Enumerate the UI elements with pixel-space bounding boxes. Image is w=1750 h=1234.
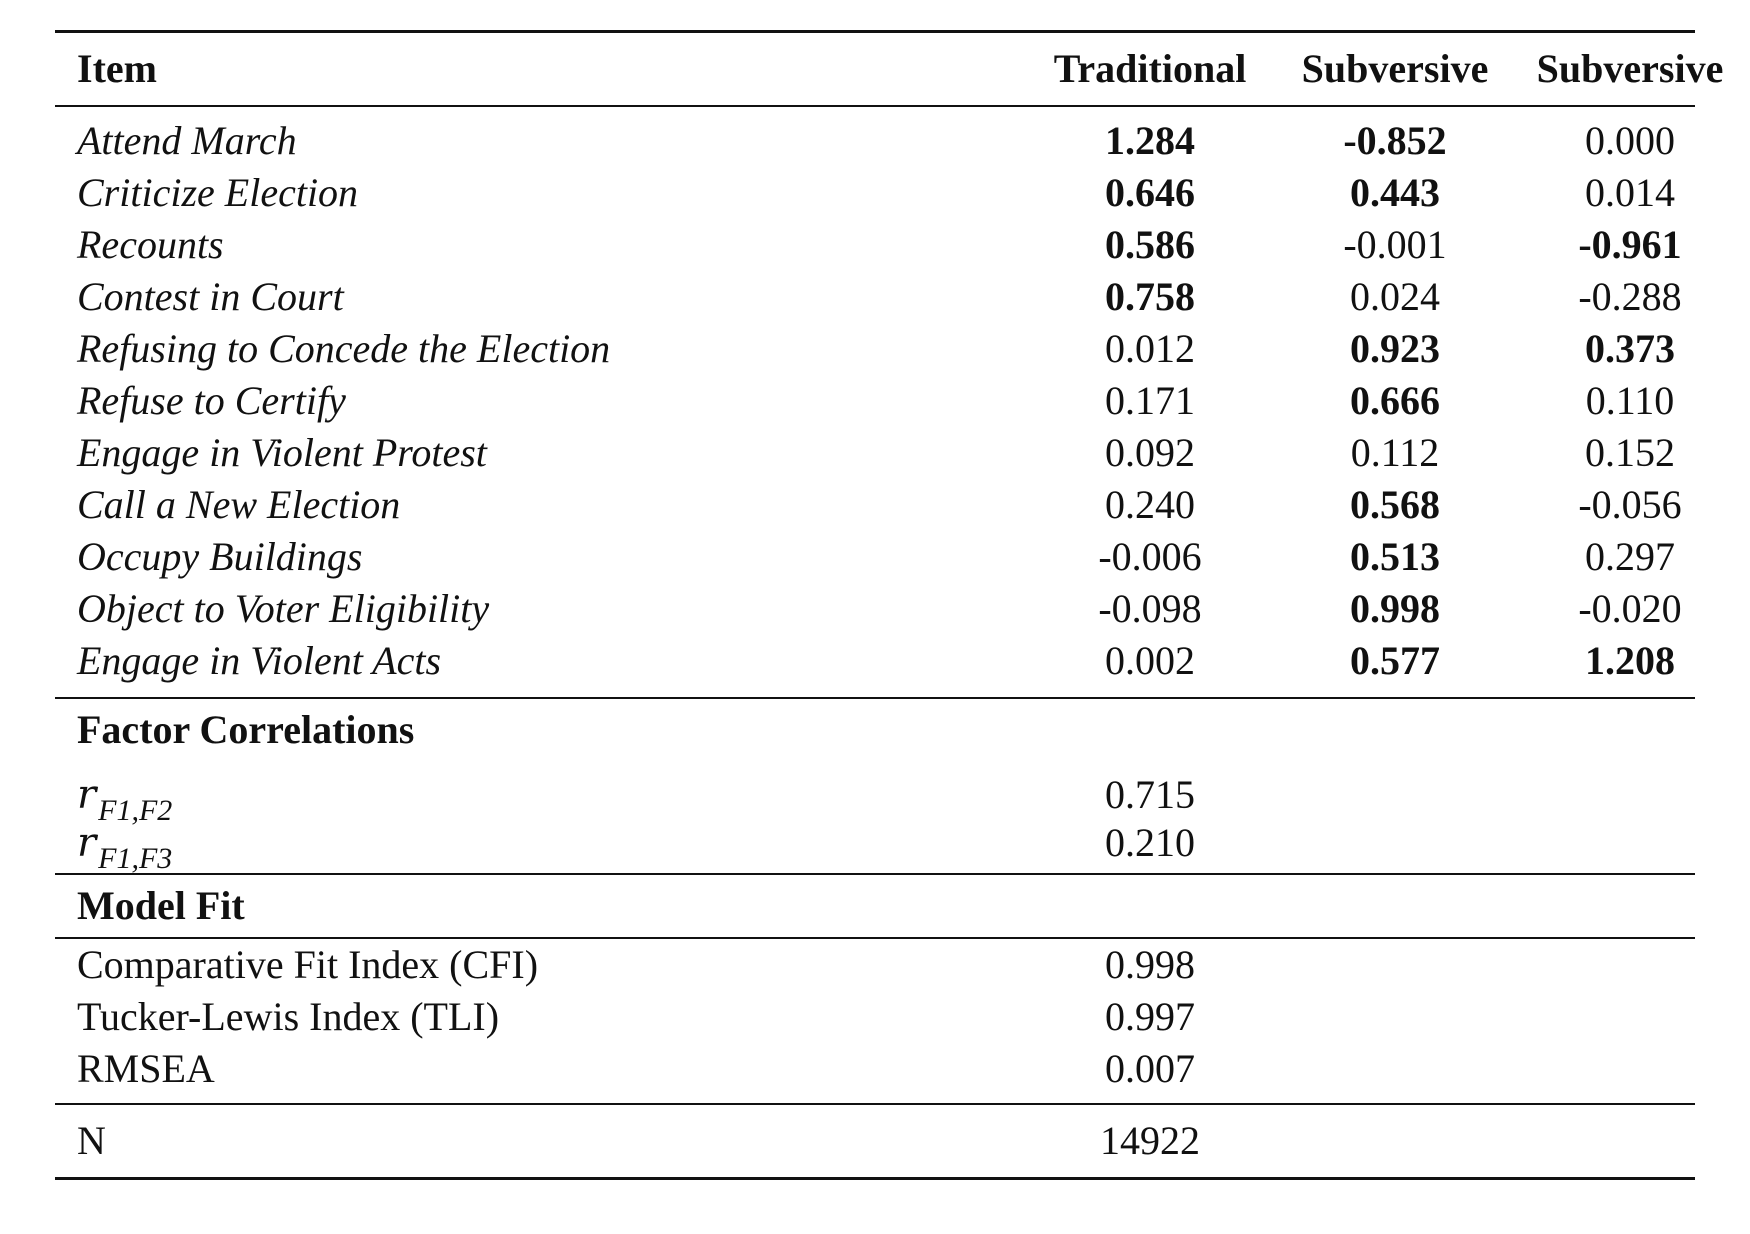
correlation-value: 0.210 bbox=[1105, 820, 1195, 865]
fit-row: Comparative Fit Index (CFI) 0.998 bbox=[55, 939, 1695, 991]
subversive-1-value: 0.513 bbox=[1350, 534, 1440, 579]
n-label: N bbox=[77, 1117, 106, 1163]
traditional-value: 0.646 bbox=[1105, 170, 1195, 215]
table-row: Object to Voter Eligibility -0.098 0.998 -0… bbox=[55, 583, 1695, 635]
subversive-1-value: 0.998 bbox=[1350, 586, 1440, 631]
traditional-value: 0.586 bbox=[1105, 222, 1195, 267]
subversive-1-value: 0.923 bbox=[1350, 326, 1440, 371]
items-rule bbox=[55, 697, 1695, 699]
n-value: 14922 bbox=[1100, 1117, 1200, 1163]
traditional-value: 0.092 bbox=[1105, 430, 1195, 475]
subversive-2-value: 0.110 bbox=[1585, 378, 1675, 423]
subversive-1-value: -0.852 bbox=[1343, 118, 1447, 163]
subversive-1-value: 0.568 bbox=[1350, 482, 1440, 527]
correlation-symbol: r bbox=[77, 772, 97, 818]
subversive-2-value: 0.297 bbox=[1585, 534, 1675, 579]
correlation-subscript: F1,F2 bbox=[98, 794, 173, 827]
item-label: Call a New Election bbox=[77, 482, 401, 527]
n-row: N 14922 bbox=[55, 1105, 1695, 1177]
top-rule bbox=[55, 30, 1695, 33]
header-row: Item Traditional Subversive Subversive bbox=[55, 33, 1723, 105]
bottom-rule bbox=[55, 1176, 1695, 1180]
subversive-2-value: -0.288 bbox=[1578, 274, 1682, 319]
fit-row: RMSEA 0.007 bbox=[55, 1043, 1695, 1095]
table-row: Attend March 1.284 -0.852 0.000 bbox=[55, 115, 1695, 167]
subversive-2-value: -0.020 bbox=[1578, 586, 1682, 631]
subversive-1-value: 0.112 bbox=[1350, 430, 1440, 475]
traditional-value: 0.012 bbox=[1105, 326, 1195, 371]
correlation-subscript: F1,F3 bbox=[98, 842, 173, 875]
subversive-2-value: 0.014 bbox=[1585, 170, 1675, 215]
table-row: Call a New Election 0.240 0.568 -0.056 bbox=[55, 479, 1695, 531]
traditional-value: 0.758 bbox=[1105, 274, 1195, 319]
correlation-row: rF1,F2 0.715 bbox=[55, 771, 1695, 827]
fit-title: Model Fit bbox=[77, 883, 245, 928]
item-label: Contest in Court bbox=[77, 274, 344, 319]
fit-row: Tucker-Lewis Index (TLI) 0.997 bbox=[55, 991, 1695, 1043]
table-row: Occupy Buildings -0.006 0.513 0.297 bbox=[55, 531, 1695, 583]
item-label: Object to Voter Eligibility bbox=[77, 586, 490, 631]
fit-bottom-rule bbox=[55, 1102, 1695, 1105]
item-label: Refusing to Concede the Election bbox=[77, 326, 611, 371]
subversive-1-value: 0.666 bbox=[1350, 378, 1440, 423]
table-row: Contest in Court 0.758 0.024 -0.288 bbox=[55, 271, 1695, 323]
correlations-rule bbox=[55, 873, 1695, 875]
traditional-value: 0.171 bbox=[1105, 378, 1195, 423]
fit-value: 0.998 bbox=[1105, 941, 1195, 987]
traditional-value: 1.284 bbox=[1105, 118, 1195, 163]
item-label: Attend March bbox=[77, 118, 297, 163]
subversive-2-value: 0.152 bbox=[1585, 430, 1675, 475]
subversive-1-value: 0.577 bbox=[1350, 638, 1440, 683]
table-row: Refuse to Certify 0.171 0.666 0.110 bbox=[55, 375, 1695, 427]
subversive-2-value: 1.208 bbox=[1585, 638, 1675, 683]
item-label: Occupy Buildings bbox=[77, 534, 363, 579]
item-label: Engage in Violent Protest bbox=[77, 430, 487, 475]
correlations-body: rF1,F2 0.715 rF1,F3 0.210 bbox=[55, 761, 1695, 875]
header-subversive-1: Subversive bbox=[1301, 46, 1489, 91]
correlations-title: Factor Correlations bbox=[77, 707, 415, 752]
item-label: Criticize Election bbox=[77, 170, 359, 215]
table-row: Criticize Election 0.646 0.443 0.014 bbox=[55, 167, 1695, 219]
traditional-value: -0.098 bbox=[1098, 586, 1202, 631]
factor-loadings-table: Item Traditional Subversive Subversive A… bbox=[55, 30, 1723, 1180]
fit-label: Comparative Fit Index (CFI) bbox=[77, 941, 539, 987]
subversive-1-value: -0.001 bbox=[1343, 222, 1447, 267]
table-row: Engage in Violent Protest 0.092 0.112 0.152 bbox=[55, 427, 1695, 479]
subversive-2-value: -0.056 bbox=[1578, 482, 1682, 527]
fit-value: 0.007 bbox=[1105, 1045, 1195, 1091]
subversive-1-value: 0.024 bbox=[1350, 274, 1440, 319]
correlation-symbol: r bbox=[77, 820, 97, 866]
fit-rule bbox=[55, 937, 1695, 939]
item-label: Recounts bbox=[77, 222, 224, 267]
table-row: Refusing to Concede the Election 0.012 0.9… bbox=[55, 323, 1695, 375]
fit-label: Tucker-Lewis Index (TLI) bbox=[77, 993, 500, 1039]
fit-body: Comparative Fit Index (CFI) 0.998 Tucker… bbox=[55, 939, 1695, 1103]
item-label: Engage in Violent Acts bbox=[77, 638, 442, 683]
traditional-value: 0.240 bbox=[1105, 482, 1195, 527]
table-row: Engage in Violent Acts 0.002 0.577 1.208 bbox=[55, 635, 1695, 687]
correlations-title-row: Factor Correlations bbox=[55, 699, 1695, 761]
header-traditional: Traditional bbox=[1053, 46, 1247, 91]
table-row: Recounts 0.586 -0.001 -0.961 bbox=[55, 219, 1695, 271]
header-subversive-2: Subversive bbox=[1536, 46, 1724, 91]
fit-title-row: Model Fit bbox=[55, 875, 1695, 937]
subversive-2-value: 0.000 bbox=[1585, 118, 1675, 163]
header-rule bbox=[55, 105, 1695, 107]
correlation-value: 0.715 bbox=[1105, 772, 1195, 817]
header-item: Item bbox=[77, 46, 157, 91]
subversive-1-value: 0.443 bbox=[1350, 170, 1440, 215]
items-body: Attend March 1.284 -0.852 0.000 Criticize El… bbox=[55, 107, 1695, 697]
item-label: Refuse to Certify bbox=[77, 378, 346, 423]
fit-label: RMSEA bbox=[77, 1045, 215, 1091]
traditional-value: -0.006 bbox=[1098, 534, 1202, 579]
fit-value: 0.997 bbox=[1105, 993, 1195, 1039]
traditional-value: 0.002 bbox=[1105, 638, 1195, 683]
subversive-2-value: -0.961 bbox=[1578, 222, 1682, 267]
subversive-2-value: 0.373 bbox=[1585, 326, 1675, 371]
correlation-row: rF1,F3 0.210 bbox=[55, 819, 1695, 875]
